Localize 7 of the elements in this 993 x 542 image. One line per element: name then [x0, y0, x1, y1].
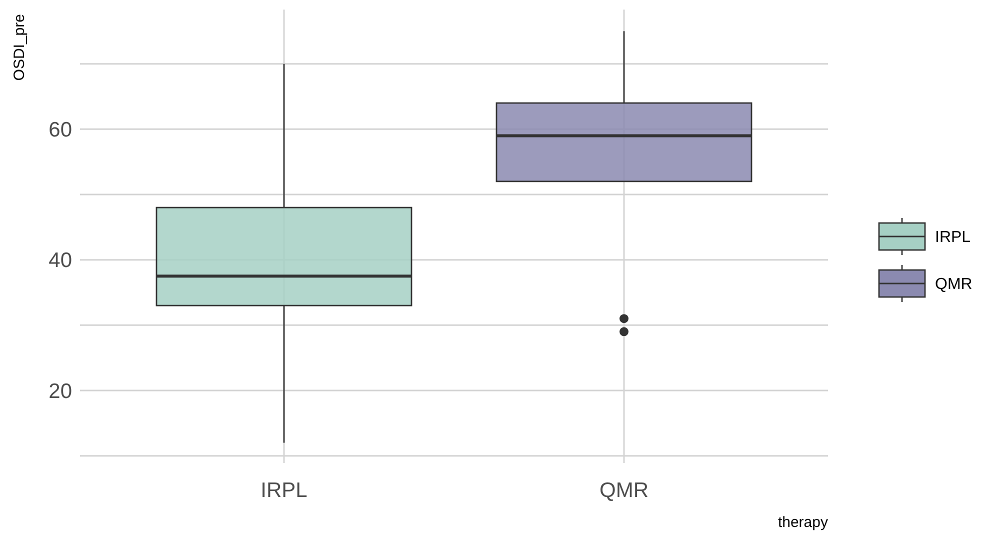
y-axis-title: OSDI_pre: [11, 14, 28, 81]
legend-label: QMR: [935, 276, 972, 294]
legend-label: IRPL: [935, 229, 971, 246]
y-tick-label: 60: [48, 118, 72, 142]
y-tick-label: 20: [48, 380, 72, 403]
y-tick-label: 40: [48, 249, 72, 272]
x-axis-title: therapy: [778, 514, 828, 531]
